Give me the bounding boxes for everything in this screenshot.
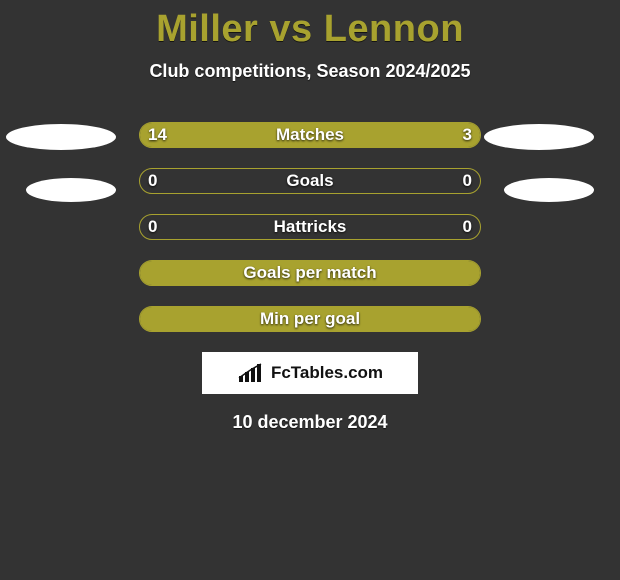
stat-row: Hattricks00 bbox=[0, 214, 620, 240]
bar-left-fill bbox=[140, 307, 480, 331]
bar-track bbox=[139, 260, 481, 286]
bar-track bbox=[139, 306, 481, 332]
date-text: 10 december 2024 bbox=[0, 412, 620, 433]
bar-track bbox=[139, 122, 481, 148]
bar-left-fill bbox=[140, 261, 480, 285]
bar-right-fill bbox=[405, 123, 480, 147]
player-disc bbox=[26, 178, 116, 202]
bar-left-fill bbox=[140, 123, 405, 147]
stat-row: Min per goal bbox=[0, 306, 620, 332]
subtitle: Club competitions, Season 2024/2025 bbox=[0, 61, 620, 82]
logo-text: FcTables.com bbox=[271, 363, 383, 383]
bars-icon bbox=[237, 362, 265, 384]
site-logo: FcTables.com bbox=[202, 352, 418, 394]
bar-track bbox=[139, 214, 481, 240]
bar-track bbox=[139, 168, 481, 194]
stat-row: Goals per match bbox=[0, 260, 620, 286]
comparison-rows: Matches143Goals00Hattricks00Goals per ma… bbox=[0, 122, 620, 332]
page-title: Miller vs Lennon bbox=[0, 0, 620, 51]
player-disc bbox=[6, 124, 116, 150]
player-disc bbox=[484, 124, 594, 150]
player-disc bbox=[504, 178, 594, 202]
